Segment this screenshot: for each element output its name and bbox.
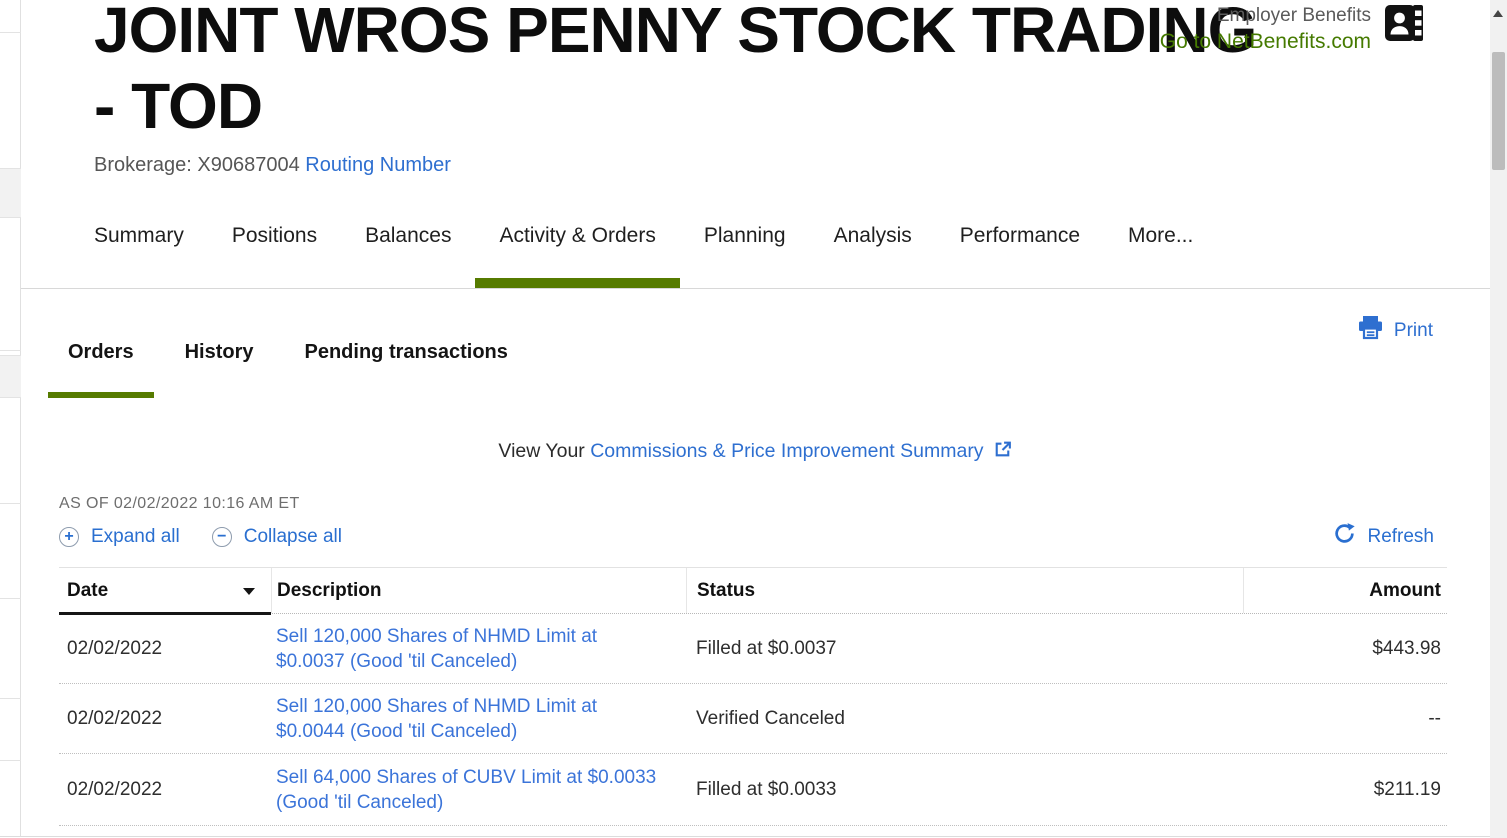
order-amount: --	[1428, 707, 1441, 729]
commissions-prefix: View Your	[498, 440, 591, 462]
print-label: Print	[1393, 319, 1433, 341]
subtab-history[interactable]: History	[184, 341, 254, 363]
employer-benefits-label: Employer Benefits	[1216, 5, 1371, 26]
commissions-summary-link[interactable]: Commissions & Price Improvement Summary	[590, 440, 984, 462]
tab-activity-orders[interactable]: Activity & Orders	[475, 213, 681, 288]
scrollbar-thumb[interactable]	[1492, 52, 1505, 170]
order-date: 02/02/2022	[67, 637, 163, 659]
subtab-pending-transactions[interactable]: Pending transactions	[304, 341, 508, 363]
netbenefits-link[interactable]: Go to NetBenefits.com	[1159, 30, 1371, 53]
refresh-icon	[1333, 522, 1356, 551]
routing-number-link[interactable]: Routing Number	[305, 154, 451, 176]
orders-table: Date Description Status Amount 02/02/202…	[59, 567, 1447, 826]
brokerage-label: Brokerage:	[94, 154, 192, 176]
external-link-icon[interactable]	[984, 440, 1013, 462]
page-title-line2: - TOD	[94, 70, 263, 142]
order-description-link[interactable]: Sell 120,000 Shares of NHMD Limit at $0.…	[276, 625, 598, 672]
rail-divider	[0, 32, 21, 33]
order-description-cell: Sell 64,000 Shares of CUBV Limit at $0.0…	[271, 765, 686, 815]
order-description-link[interactable]: Sell 64,000 Shares of CUBV Limit at $0.0…	[276, 766, 657, 813]
expand-all-button[interactable]: + Expand all	[59, 526, 180, 548]
order-description-link[interactable]: Sell 120,000 Shares of NHMD Limit at $0.…	[276, 695, 598, 742]
table-row: 02/02/2022 Sell 120,000 Shares of NHMD L…	[59, 614, 1447, 684]
order-date: 02/02/2022	[67, 707, 163, 729]
rail-divider	[0, 350, 21, 351]
minus-circle-icon[interactable]: −	[211, 527, 232, 547]
order-date: 02/02/2022	[67, 778, 163, 800]
orders-subtabs: Orders History Pending transactions	[48, 327, 528, 398]
orders-table-header: Date Description Status Amount	[59, 567, 1447, 615]
page-title: JOINT WROS PENNY STOCK TRADING - TOD	[94, 0, 1424, 144]
order-status: Verified Canceled	[696, 707, 845, 729]
vertical-scrollbar[interactable]	[1490, 0, 1507, 838]
tab-performance[interactable]: Performance	[959, 224, 1080, 247]
rail-divider	[0, 598, 21, 599]
tab-more[interactable]: More...	[1128, 224, 1194, 247]
table-row: 02/02/2022 Sell 120,000 Shares of NHMD L…	[59, 684, 1447, 754]
rail-divider	[0, 698, 21, 699]
page-title-line1: JOINT WROS PENNY STOCK TRADING	[94, 0, 1257, 66]
tab-analysis[interactable]: Analysis	[833, 224, 912, 247]
column-header-description[interactable]: Description	[271, 568, 686, 613]
print-button[interactable]: Print	[1357, 315, 1433, 346]
print-icon	[1357, 315, 1384, 346]
order-description-cell: Sell 120,000 Shares of NHMD Limit at $0.…	[271, 624, 686, 674]
account-meta: Brokerage: X90687004 Routing Number	[94, 154, 451, 177]
activity-orders-panel: Orders History Pending transactions Prin…	[0, 289, 1490, 838]
subtab-orders[interactable]: Orders	[48, 327, 154, 398]
refresh-label: Refresh	[1367, 525, 1434, 547]
rail-divider	[0, 760, 21, 761]
column-header-amount[interactable]: Amount	[1243, 568, 1447, 613]
scroll-up-arrow-icon[interactable]	[1493, 10, 1503, 17]
order-status: Filled at $0.0037	[696, 637, 837, 659]
expand-collapse-controls: + Expand all − Collapse all	[59, 526, 342, 548]
rail-divider	[0, 503, 21, 504]
tab-planning[interactable]: Planning	[703, 224, 786, 247]
account-tabbar: Summary Positions Balances Activity & Or…	[21, 213, 1490, 289]
contact-card-icon[interactable]	[1384, 4, 1424, 47]
column-header-status[interactable]: Status	[686, 568, 1243, 613]
order-amount: $211.19	[1373, 778, 1441, 800]
order-description-cell: Sell 120,000 Shares of NHMD Limit at $0.…	[271, 694, 686, 744]
table-row: 02/02/2022 Sell 64,000 Shares of CUBV Li…	[59, 754, 1447, 826]
rail-segment	[0, 355, 21, 398]
brokerage-number: X90687004	[197, 154, 300, 176]
collapse-all-label: Collapse all	[243, 526, 342, 547]
order-status: Filled at $0.0033	[696, 778, 837, 800]
left-rail	[0, 0, 21, 838]
rail-segment	[0, 168, 21, 218]
sort-descending-icon[interactable]	[243, 588, 255, 595]
employer-benefits-block: Employer Benefits Go to NetBenefits.com	[1160, 4, 1424, 56]
column-header-date[interactable]: Date	[59, 568, 271, 615]
tab-summary[interactable]: Summary	[94, 224, 184, 247]
collapse-all-button[interactable]: − Collapse all	[211, 526, 342, 548]
tab-positions[interactable]: Positions	[231, 224, 318, 247]
tab-balances[interactable]: Balances	[365, 224, 452, 247]
expand-all-label: Expand all	[91, 526, 180, 547]
commissions-line: View Your Commissions & Price Improvemen…	[21, 439, 1490, 463]
bottom-divider	[0, 836, 1490, 838]
refresh-button[interactable]: Refresh	[1333, 522, 1434, 551]
as-of-timestamp: AS OF 02/02/2022 10:16 AM ET	[59, 495, 300, 512]
order-amount: $443.98	[1372, 637, 1441, 659]
plus-circle-icon[interactable]: +	[59, 527, 79, 547]
